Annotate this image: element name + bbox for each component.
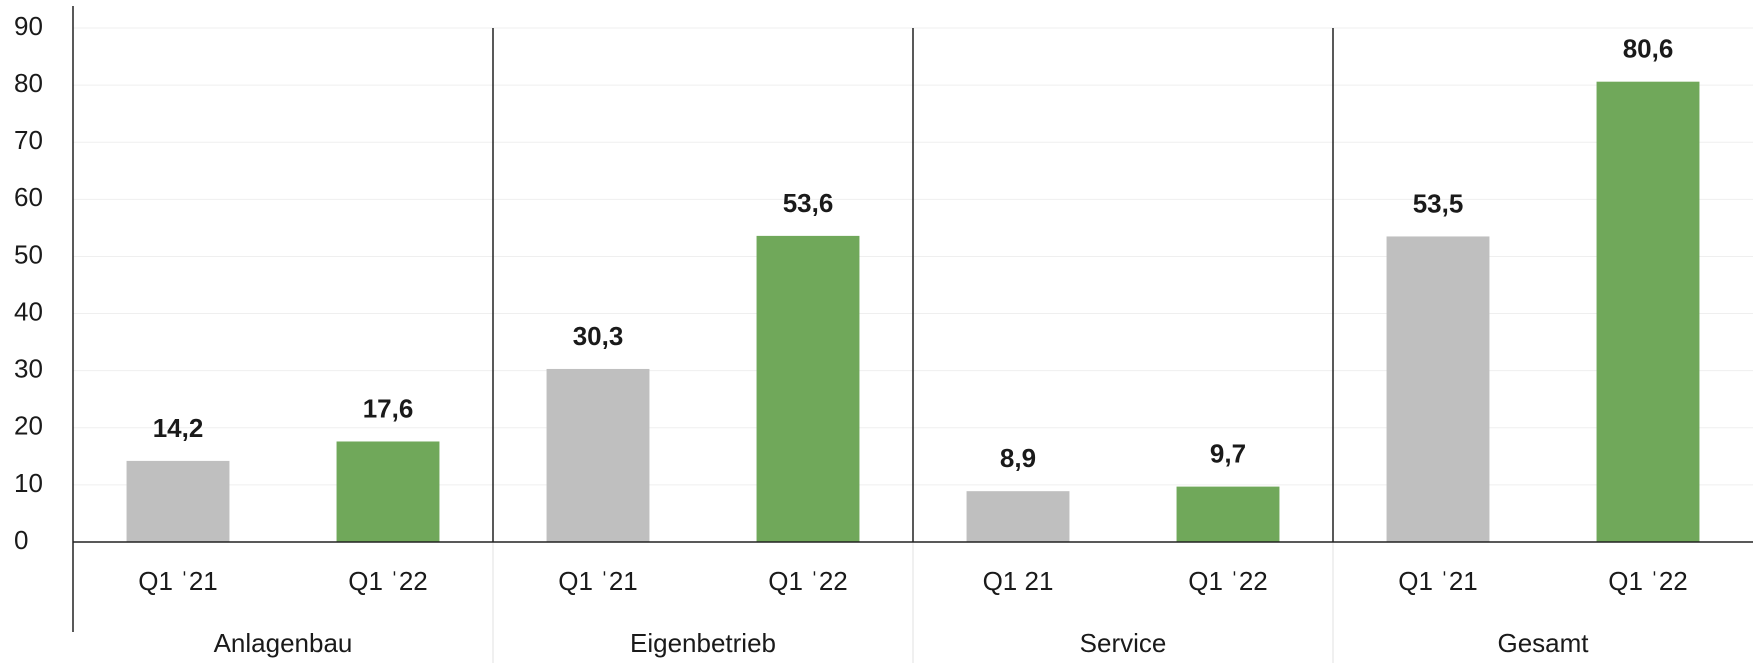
x-tick-label: Q1 ˈ21 xyxy=(558,566,638,596)
data-label: 53,6 xyxy=(783,188,834,218)
data-label: 53,5 xyxy=(1413,188,1464,218)
data-label: 17,6 xyxy=(363,393,414,423)
group-label: Gesamt xyxy=(1497,628,1589,658)
bar xyxy=(546,368,650,542)
y-tick-label: 0 xyxy=(14,525,28,555)
y-tick-label: 60 xyxy=(14,182,43,212)
x-tick-label: Q1 ˈ22 xyxy=(348,566,428,596)
y-tick-label: 10 xyxy=(14,468,43,498)
group-label: Anlagenbau xyxy=(214,628,353,658)
bar xyxy=(1386,236,1490,542)
bar xyxy=(966,491,1070,542)
group-label: Eigenbetrieb xyxy=(630,628,776,658)
data-label: 80,6 xyxy=(1623,34,1674,64)
bar xyxy=(756,235,860,542)
x-tick-label: Q1 ˈ21 xyxy=(1398,566,1478,596)
x-tick-label: Q1 ˈ22 xyxy=(768,566,848,596)
y-tick-label: 30 xyxy=(14,354,43,384)
data-label: 14,2 xyxy=(153,413,204,443)
data-label: 30,3 xyxy=(573,321,624,351)
group-label: Service xyxy=(1080,628,1167,658)
y-tick-label: 40 xyxy=(14,296,43,326)
bar xyxy=(1596,81,1700,542)
x-tick-label: Q1 ˈ22 xyxy=(1608,566,1688,596)
x-tick-label: Q1 ˈ21 xyxy=(138,566,218,596)
x-tick-label: Q1 21 xyxy=(983,566,1054,596)
x-tick-label: Q1 ˈ22 xyxy=(1188,566,1268,596)
y-tick-label: 70 xyxy=(14,125,43,155)
data-label: 8,9 xyxy=(1000,443,1036,473)
y-tick-label: 90 xyxy=(14,11,43,41)
bar xyxy=(336,441,440,542)
bar xyxy=(126,460,230,542)
y-tick-label: 50 xyxy=(14,239,43,269)
data-label: 9,7 xyxy=(1210,438,1246,468)
y-tick-label: 80 xyxy=(14,68,43,98)
y-tick-label: 20 xyxy=(14,411,43,441)
bar xyxy=(1176,486,1280,542)
